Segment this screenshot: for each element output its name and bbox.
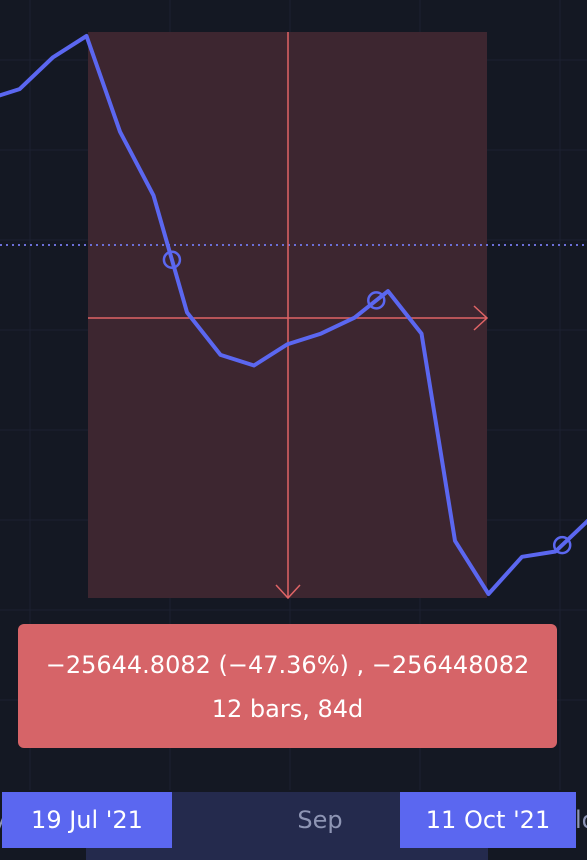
chart-canvas[interactable]: [0, 0, 587, 790]
measure-end-date-label: 11 Oct '21: [400, 792, 576, 848]
price-chart[interactable]: [0, 0, 587, 790]
time-axis-edge-label-right: lo: [575, 806, 587, 834]
time-axis[interactable]: y 19 Jul '21 Sep 11 Oct '21 lo: [0, 790, 587, 860]
series-point-marker: [162, 250, 182, 269]
series-point-marker: [552, 535, 572, 555]
line-series: [0, 34, 587, 596]
measure-tooltip: −25644.8082 (−47.36%) , −256448082 12 ba…: [18, 624, 557, 748]
series-line: [0, 34, 587, 596]
measure-arrow-down-icon: [275, 584, 301, 600]
measure-bars-duration: 12 bars, 84d: [211, 695, 364, 723]
time-axis-month-label: Sep: [297, 806, 343, 834]
series-point-marker: [367, 291, 386, 310]
measure-price-change: −25644.8082 (−47.36%) , −256448082: [45, 651, 530, 679]
measure-start-date-label: 19 Jul '21: [2, 792, 172, 848]
measure-arrow-right-icon: [473, 305, 489, 331]
